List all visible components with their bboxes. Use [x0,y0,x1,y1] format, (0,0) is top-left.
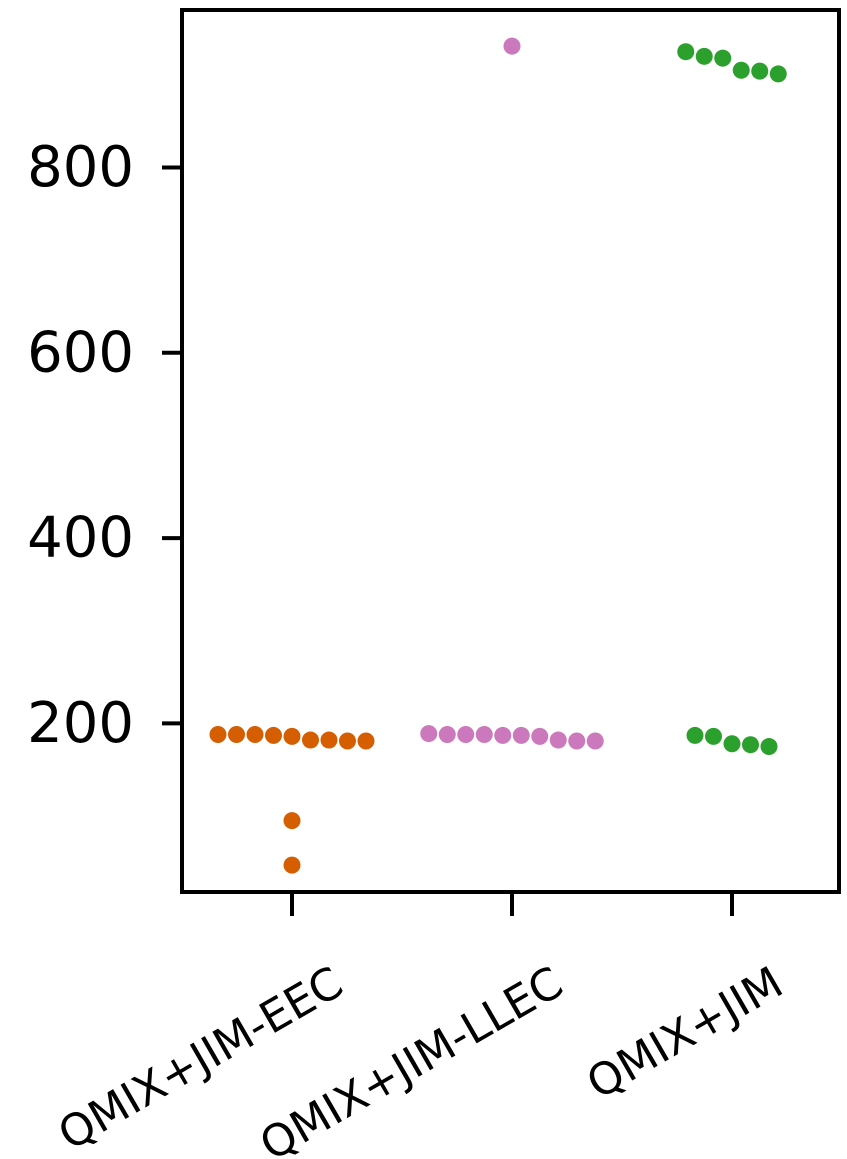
data-point [714,49,732,67]
chart-marks [209,37,787,874]
x-tick-label: QMIX+JIM [579,957,792,1109]
data-point [265,726,282,744]
data-point [209,726,227,743]
data-point [228,726,245,743]
data-point [549,731,567,749]
data-point [357,732,375,750]
data-point [457,726,475,743]
data-point [723,735,741,753]
data-point [302,731,319,749]
y-tick-label: 400 [27,506,134,571]
data-point [732,61,750,79]
data-point [742,736,759,754]
data-point [531,727,549,745]
data-point [568,732,586,750]
data-point [695,47,713,65]
data-point [586,732,604,750]
y-tick-label: 600 [27,320,134,385]
plot-frame [180,8,841,894]
data-point [339,732,356,750]
y-tick-label: 800 [27,135,134,200]
data-point [760,738,778,756]
data-point [503,37,521,55]
data-point [677,43,695,61]
data-point [283,856,301,874]
data-point [420,725,438,743]
data-point [283,727,301,745]
data-point [283,812,301,830]
data-point [512,726,530,744]
data-point [494,726,512,744]
data-point [320,731,338,749]
y-tick-label: 200 [27,691,134,756]
data-point [769,65,787,83]
data-point [246,726,264,743]
data-point [751,62,769,80]
data-point [686,726,704,744]
data-point [705,727,722,745]
y-axis: 200 400 600 800 [27,135,182,756]
data-point [438,726,456,743]
data-point [475,726,493,743]
